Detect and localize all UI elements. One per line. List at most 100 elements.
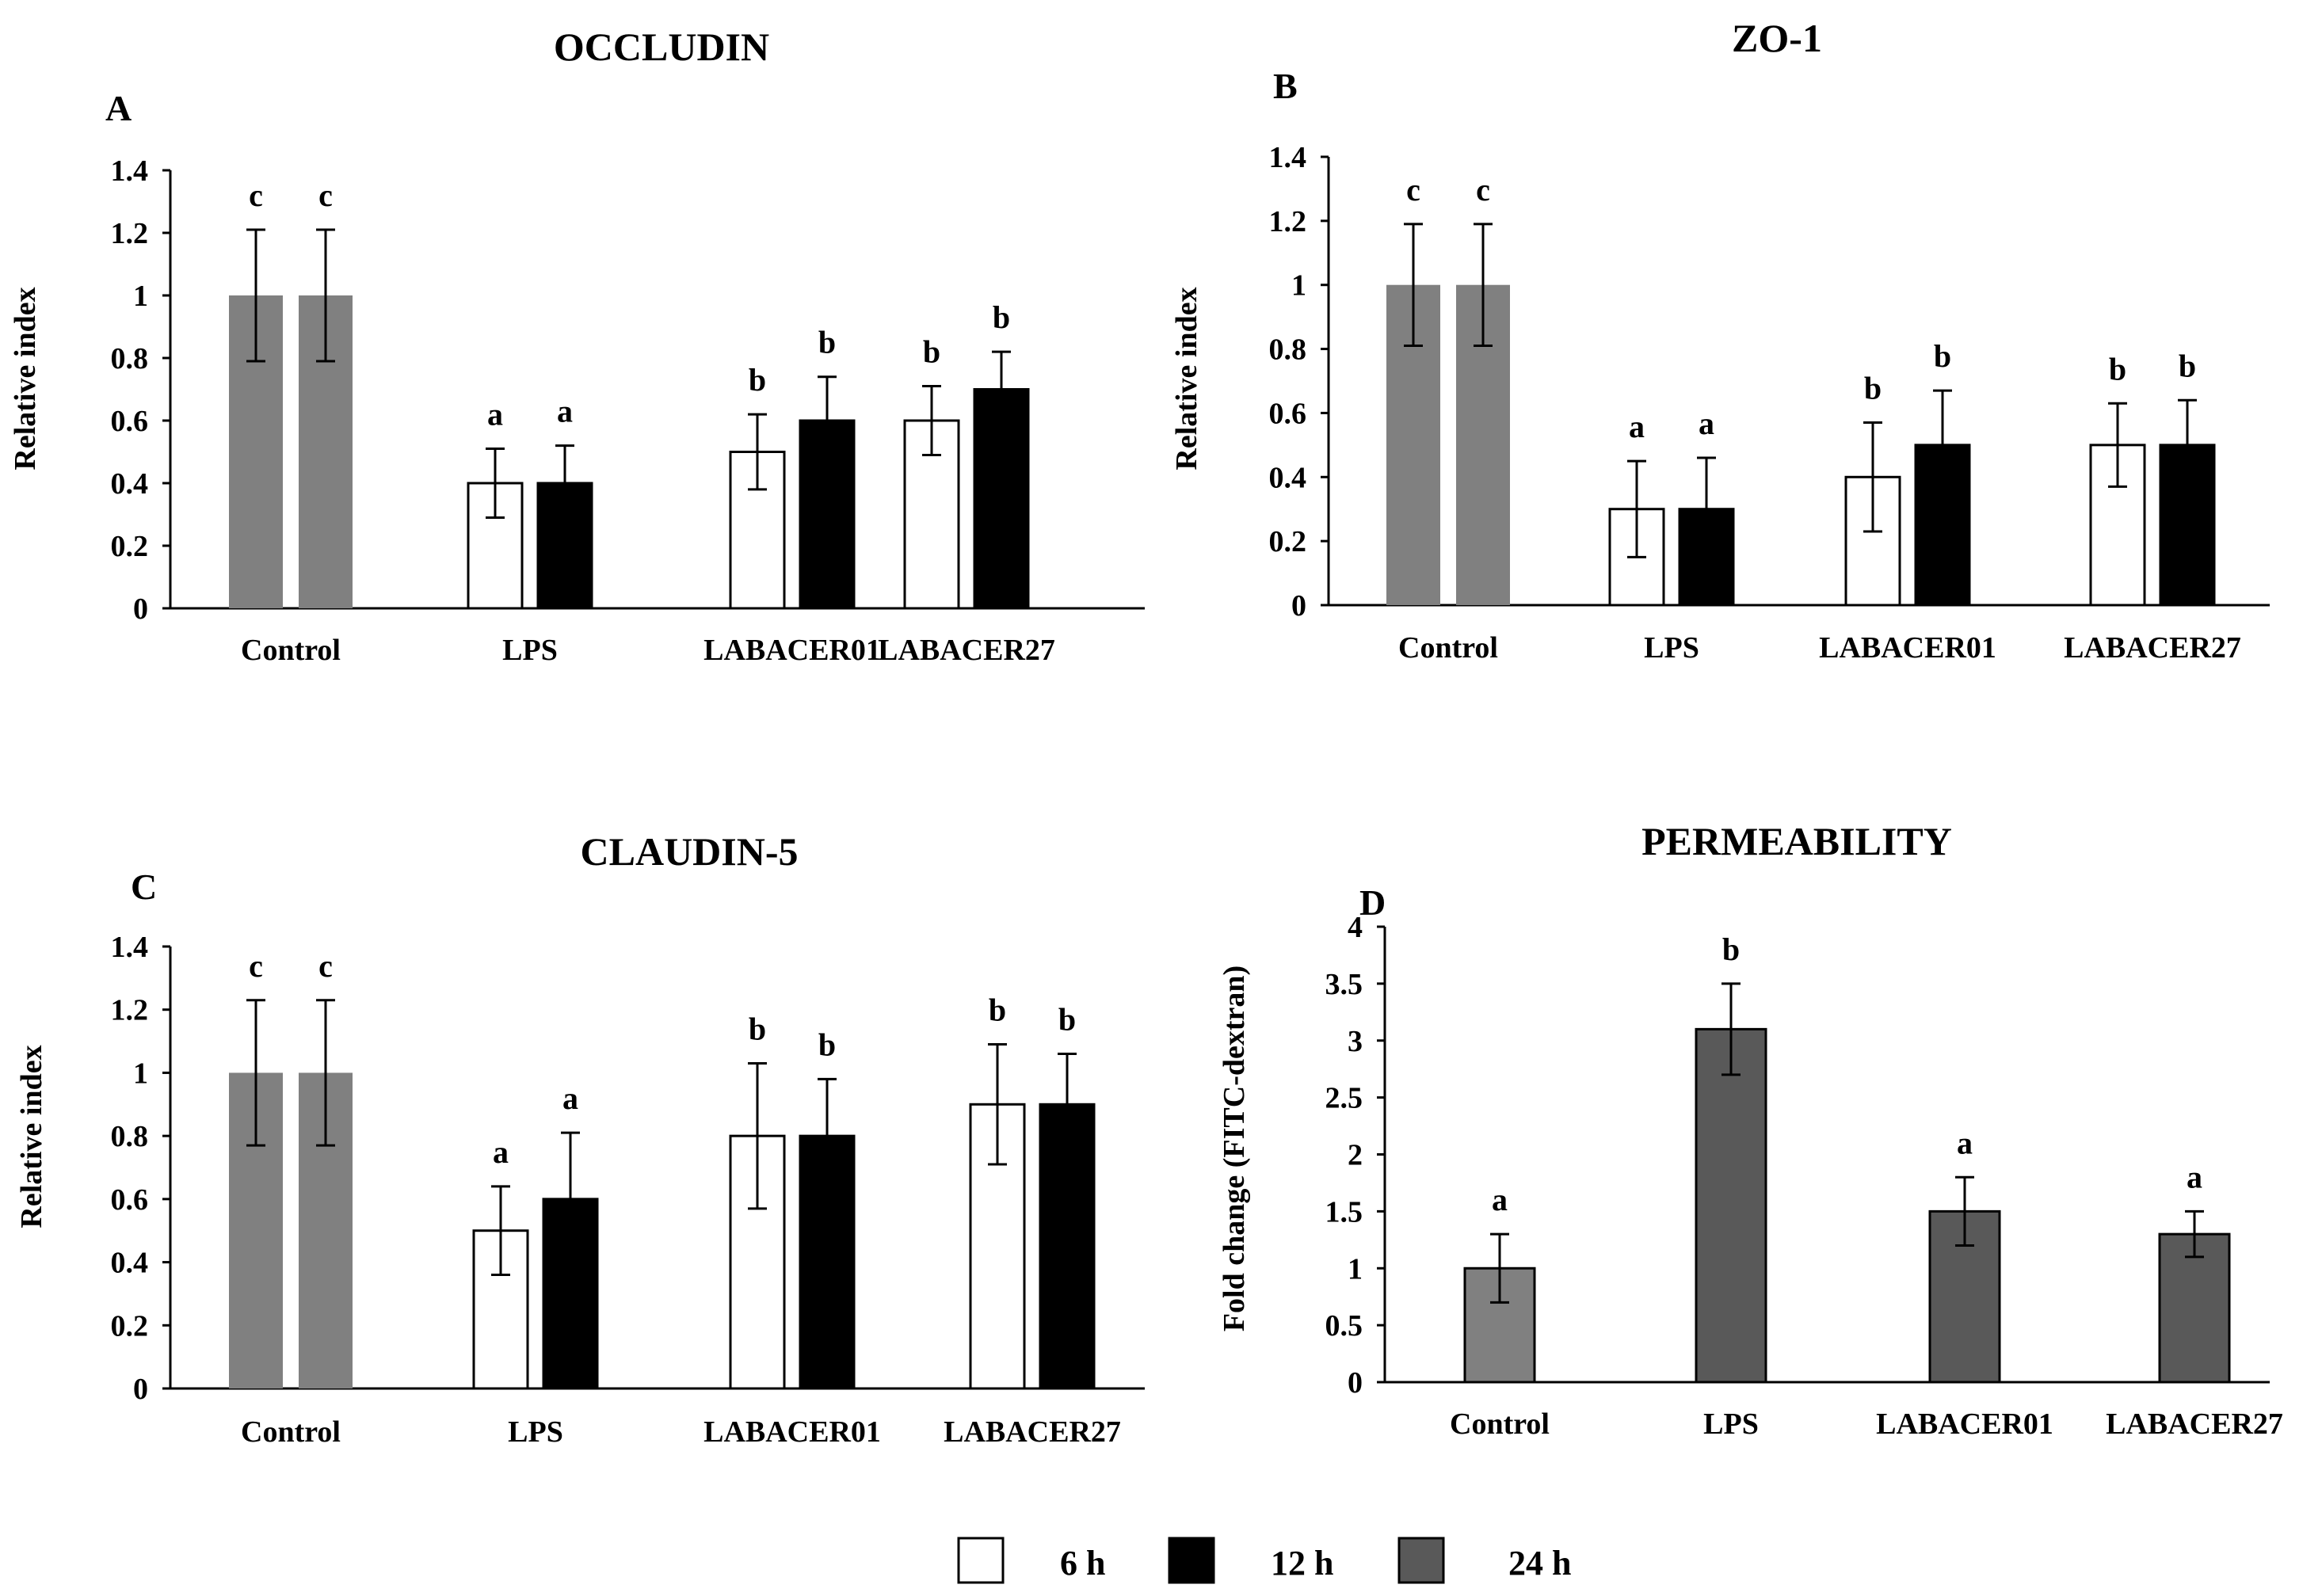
x-category-label: LABACER01: [703, 634, 881, 667]
legend-swatch-12h: [1168, 1537, 1215, 1584]
significance-letter: b: [818, 325, 836, 360]
significance-letter: b: [1934, 338, 1951, 374]
significance-letter: b: [923, 334, 940, 370]
x-category-label: Control: [1398, 631, 1498, 665]
chart-title: ZO-1: [1732, 16, 1822, 60]
y-tick-label: 0.4: [111, 1247, 149, 1280]
panel-d-permeability: PERMEABILITY D Fold change (FITC-dextran…: [1218, 819, 2283, 1441]
x-category-label: LPS: [1644, 631, 1699, 665]
y-tick-label: 4: [1348, 911, 1363, 944]
y-tick-label: 1.4: [1269, 141, 1307, 174]
significance-letter: a: [562, 1080, 578, 1116]
significance-letter: b: [2179, 348, 2196, 383]
y-tick-label: 0.6: [111, 1183, 149, 1217]
x-category-label: LABACER27: [944, 1415, 1121, 1449]
y-tick-label: 0.8: [1269, 333, 1307, 367]
significance-letter: b: [749, 362, 766, 398]
y-tick-label: 0.8: [111, 342, 149, 375]
legend: 6 h 12 h 24 h: [957, 1537, 1571, 1584]
significance-letter: b: [1722, 931, 1740, 967]
y-tick-label: 1: [1291, 269, 1306, 303]
x-category-label: LABACER27: [878, 634, 1055, 667]
significance-letter: a: [1492, 1182, 1508, 1217]
significance-letter: c: [318, 948, 333, 984]
y-tick-label: 1.5: [1325, 1195, 1363, 1228]
legend-label-12h: 12 h: [1271, 1544, 1333, 1583]
x-category-label: LABACER27: [2106, 1407, 2283, 1441]
panel-letter: A: [105, 88, 132, 128]
significance-letter: b: [993, 299, 1010, 335]
y-tick-label: 1.2: [111, 217, 149, 250]
y-tick-label: 3: [1348, 1025, 1363, 1058]
y-tick-label: 0: [133, 592, 148, 626]
x-category-label: LABACER01: [703, 1415, 881, 1449]
panel-letter: D: [1359, 882, 1386, 923]
y-tick-label: 2.5: [1325, 1082, 1363, 1115]
x-category-label: LPS: [1703, 1407, 1759, 1441]
significance-letter: b: [1864, 371, 1882, 406]
significance-letter: c: [249, 948, 263, 984]
y-tick-label: 0: [1291, 589, 1306, 623]
significance-letter: c: [1406, 172, 1420, 208]
y-tick-label: 1.2: [111, 994, 149, 1027]
y-tick-label: 0.8: [111, 1120, 149, 1153]
legend-swatch-24h: [1397, 1537, 1445, 1584]
legend-label-6h: 6 h: [1060, 1544, 1105, 1583]
panel-letter: B: [1273, 66, 1298, 106]
x-category-label: LABACER01: [1876, 1407, 2053, 1441]
y-tick-label: 1.4: [111, 154, 149, 188]
significance-letter: c: [249, 177, 263, 213]
bar: [1695, 1027, 1767, 1384]
significance-letter: c: [318, 177, 333, 213]
y-tick-label: 1: [1348, 1252, 1363, 1286]
y-tick-label: 0.6: [111, 405, 149, 438]
bar: [903, 419, 960, 610]
y-tick-label: 0.2: [111, 530, 149, 563]
significance-letter: c: [1476, 172, 1490, 208]
y-axis-label: Relative index: [9, 287, 42, 470]
significance-letter: a: [1957, 1125, 1973, 1160]
significance-letter: b: [749, 1011, 766, 1046]
x-category-label: LABACER01: [1819, 631, 1996, 665]
x-category-label: LPS: [508, 1415, 563, 1449]
y-tick-label: 1: [133, 1057, 148, 1090]
significance-letter: b: [1058, 1002, 1076, 1038]
y-axis-label: Fold change (FITC-dextran): [1218, 966, 1251, 1331]
significance-letter: b: [989, 992, 1006, 1028]
significance-letter: a: [1699, 406, 1714, 441]
legend-swatch-6h: [957, 1537, 1005, 1584]
y-tick-label: 0: [133, 1373, 148, 1406]
panel-a-occludin: OCCLUDIN A Relative index 0 0.2 0.4 0.6 0.8 1…: [9, 25, 1145, 667]
y-tick-label: 3.5: [1325, 968, 1363, 1001]
panel-c-claudin5: CLAUDIN-5 C Relative index 0 0.2 0.4 0.6 0.8…: [15, 829, 1145, 1449]
chart-title: PERMEABILITY: [1641, 819, 1952, 863]
x-category-label: Control: [241, 634, 341, 667]
significance-letter: b: [2109, 351, 2126, 387]
chart-title: OCCLUDIN: [554, 25, 769, 69]
y-tick-label: 0.2: [1269, 525, 1307, 558]
y-tick-label: 1.2: [1269, 205, 1307, 238]
significance-letter: a: [487, 397, 503, 432]
y-tick-label: 2: [1348, 1139, 1363, 1172]
y-tick-label: 0.5: [1325, 1309, 1363, 1343]
y-tick-label: 1.4: [111, 931, 149, 964]
bar: [2158, 1232, 2231, 1384]
y-tick-label: 0.6: [1269, 397, 1307, 430]
y-tick-label: 0: [1348, 1366, 1363, 1400]
x-category-label: LABACER27: [2064, 631, 2241, 665]
y-axis-label: Relative index: [15, 1045, 48, 1228]
significance-letter: a: [1629, 409, 1645, 444]
y-axis-label: Relative index: [1170, 287, 1203, 470]
x-category-label: LPS: [502, 634, 558, 667]
y-tick-label: 0.4: [1269, 461, 1307, 494]
y-tick-label: 1: [133, 280, 148, 313]
y-tick-label: 0.2: [111, 1309, 149, 1343]
significance-letter: a: [557, 394, 573, 429]
x-category-label: Control: [1450, 1407, 1550, 1441]
chart-title: CLAUDIN-5: [581, 829, 799, 874]
legend-label-24h: 24 h: [1508, 1544, 1571, 1583]
significance-letter: b: [818, 1027, 836, 1062]
significance-letter: a: [493, 1134, 509, 1170]
x-category-label: Control: [241, 1415, 341, 1449]
